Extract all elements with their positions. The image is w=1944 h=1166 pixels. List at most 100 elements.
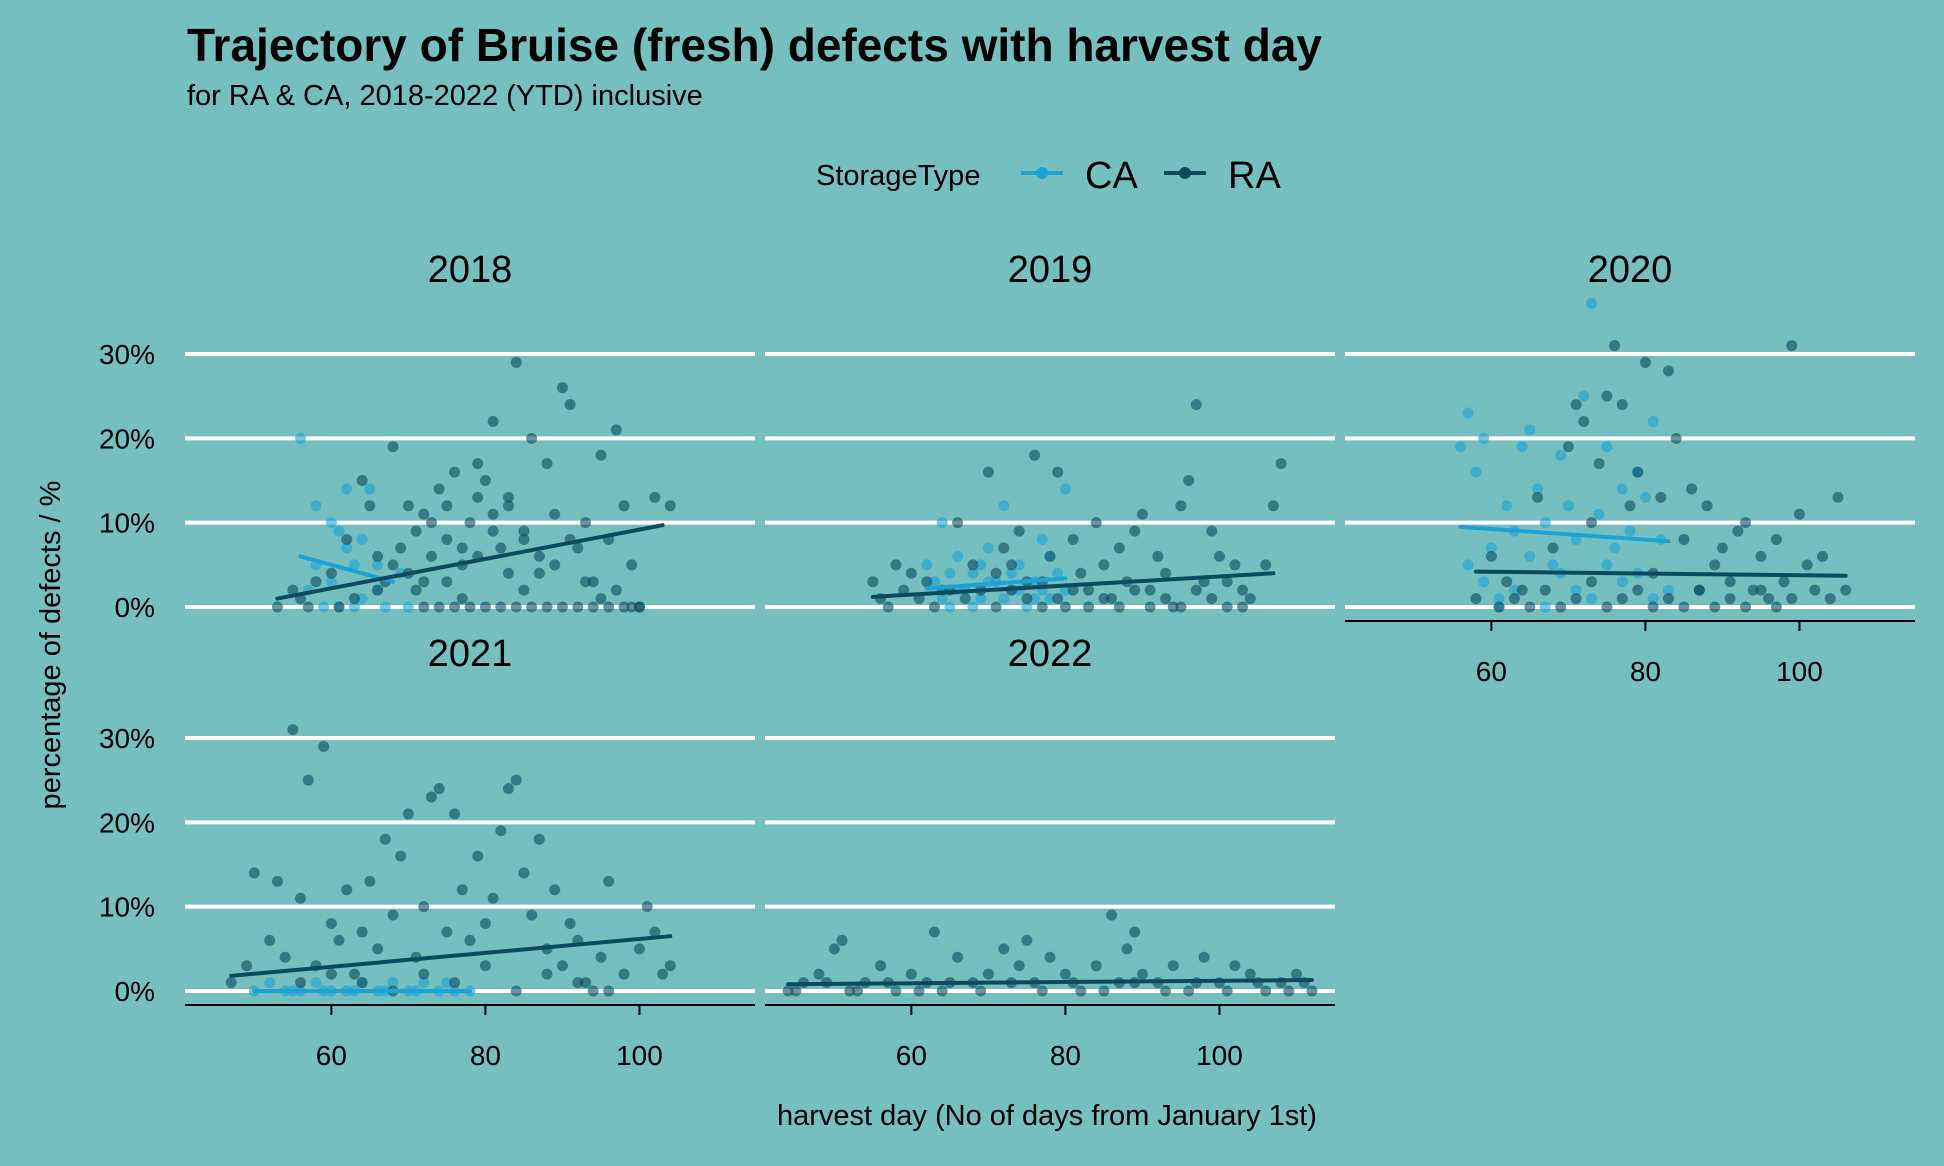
- data-point-2019-ra-48: [1267, 500, 1279, 512]
- data-point-2019-ca-17: [1052, 567, 1064, 579]
- data-point-2021-ra-60: [479, 960, 491, 972]
- data-point-2020-ca-6: [1501, 500, 1513, 512]
- data-point-2021-ra-33: [495, 825, 507, 837]
- data-point-2022-ra-24: [1106, 909, 1118, 921]
- data-point-2022-ra-8: [890, 985, 902, 997]
- data-point-2020-ca-11: [1539, 517, 1551, 529]
- data-point-2018-ra-68: [518, 584, 530, 596]
- y-tick-label-2018-30: 30%: [99, 339, 155, 370]
- data-point-2022-ra-31: [1183, 985, 1195, 997]
- data-point-2019-ra-25: [1083, 584, 1095, 596]
- y-axis-title: percentage of defects / %: [35, 481, 67, 810]
- data-point-2019-ra-46: [1244, 593, 1256, 605]
- data-point-2020-ra-21: [1678, 534, 1690, 546]
- data-point-2020-ca-37: [1616, 576, 1628, 588]
- data-point-2020-ra-38: [1809, 584, 1821, 596]
- data-point-2018-ca-8: [325, 576, 337, 588]
- data-point-2020-ra-24: [1701, 500, 1713, 512]
- data-point-2019-ra-64: [1160, 593, 1172, 605]
- data-point-2020-ra-29: [1740, 517, 1752, 529]
- data-point-2018-ra-86: [402, 500, 414, 512]
- data-point-2021-ra-12: [333, 934, 345, 946]
- data-point-2020-ca-28: [1478, 576, 1490, 588]
- data-point-2021-ca-9: [387, 977, 399, 989]
- data-point-2019-ra-0: [867, 576, 879, 588]
- data-point-2020-ra-6: [1562, 441, 1574, 453]
- data-point-2019-ra-53: [990, 601, 1002, 613]
- y-tick-label-2021-30: 30%: [99, 723, 155, 754]
- data-point-2022-ra-36: [1260, 985, 1272, 997]
- data-point-2022-ra-27: [1129, 926, 1141, 938]
- data-point-2022-ra-13: [952, 951, 964, 963]
- data-point-2021-ra-50: [641, 901, 653, 913]
- data-point-2021-ra-0: [225, 977, 237, 989]
- data-point-2021-ra-13: [341, 884, 353, 896]
- data-point-2019-ra-16: [1013, 525, 1025, 537]
- data-point-2020-ra-33: [1770, 534, 1782, 546]
- data-point-2021-ra-63: [572, 977, 584, 989]
- trend-line-2020-ca: [1458, 524, 1671, 544]
- data-point-2018-ra-85: [387, 559, 399, 571]
- x-tick-label-2021-80: 80: [470, 1040, 501, 1071]
- data-point-2022-ra-28: [1136, 968, 1148, 980]
- facet-label-2018: 2018: [428, 249, 513, 291]
- data-point-2020-ra-52: [1632, 584, 1644, 596]
- data-point-2019-ca-21: [967, 601, 979, 613]
- data-point-2019-ca-6: [967, 567, 979, 579]
- data-point-2020-ra-59: [1740, 601, 1752, 613]
- data-point-2022-ra-38: [1290, 968, 1302, 980]
- data-point-2018-ra-5: [325, 567, 337, 579]
- data-point-2021-ra-38: [533, 833, 545, 845]
- data-point-2019-ra-42: [1213, 550, 1225, 562]
- data-point-2018-ra-28: [503, 500, 515, 512]
- data-point-2018-ca-20: [348, 559, 360, 571]
- data-point-2019-ca-2: [936, 593, 948, 605]
- data-point-2018-ra-1: [287, 584, 299, 596]
- data-point-2020-ra-19: [1663, 365, 1675, 377]
- data-point-2019-ra-61: [1113, 601, 1125, 613]
- data-point-2018-ra-62: [633, 601, 645, 613]
- data-point-2018-ca-2: [325, 517, 337, 529]
- data-point-2021-ra-23: [418, 901, 430, 913]
- data-point-2021-ra-6: [287, 724, 299, 736]
- data-point-2020-ca-30: [1508, 584, 1520, 596]
- data-point-2020-ra-11: [1601, 390, 1613, 402]
- data-point-2019-ra-22: [1059, 601, 1071, 613]
- trend-line-2018-ra: [275, 523, 665, 601]
- y-tick-label-2021-20: 20%: [99, 807, 155, 838]
- data-point-2018-ra-46: [649, 491, 661, 503]
- data-point-2019-ra-63: [1144, 601, 1156, 613]
- data-point-2018-ca-16: [379, 601, 391, 613]
- data-point-2018-ra-76: [410, 584, 422, 596]
- data-point-2020-ra-49: [1585, 576, 1597, 588]
- data-point-2020-ca-35: [1585, 593, 1597, 605]
- data-point-2018-ra-13: [387, 441, 399, 453]
- data-point-2021-ca-4: [310, 977, 322, 989]
- data-point-2020-ra-31: [1755, 550, 1767, 562]
- data-point-2019-ca-12: [1013, 559, 1025, 571]
- data-point-2021-ra-61: [510, 985, 522, 997]
- data-point-2018-ra-78: [441, 500, 453, 512]
- data-point-2018-ra-34: [549, 508, 561, 520]
- data-point-2020-ca-14: [1562, 500, 1574, 512]
- data-point-2020-ra-12: [1609, 340, 1621, 352]
- data-point-2018-ra-77: [425, 517, 437, 529]
- data-point-2022-ra-0: [782, 985, 794, 997]
- data-point-2018-ra-84: [372, 584, 384, 596]
- data-point-2020-ra-40: [1824, 593, 1836, 605]
- data-point-2018-ra-19: [433, 483, 445, 495]
- legend-key-point-ra: [1179, 167, 1191, 179]
- data-point-2018-ra-33: [541, 458, 553, 470]
- data-point-2018-ca-6: [372, 559, 384, 571]
- data-point-2020-ra-5: [1547, 542, 1559, 554]
- data-point-2020-ra-20: [1670, 432, 1682, 444]
- data-point-2020-ra-57: [1709, 601, 1721, 613]
- data-point-2018-ra-30: [518, 525, 530, 537]
- data-point-2022-ra-42: [851, 985, 863, 997]
- data-point-2022-ra-7: [875, 960, 887, 972]
- data-point-2020-ra-32: [1763, 593, 1775, 605]
- data-point-2020-ra-45: [1524, 601, 1536, 613]
- data-point-2022-ra-50: [1098, 985, 1110, 997]
- data-point-2018-ca-5: [364, 483, 376, 495]
- data-point-2019-ca-18: [1059, 483, 1071, 495]
